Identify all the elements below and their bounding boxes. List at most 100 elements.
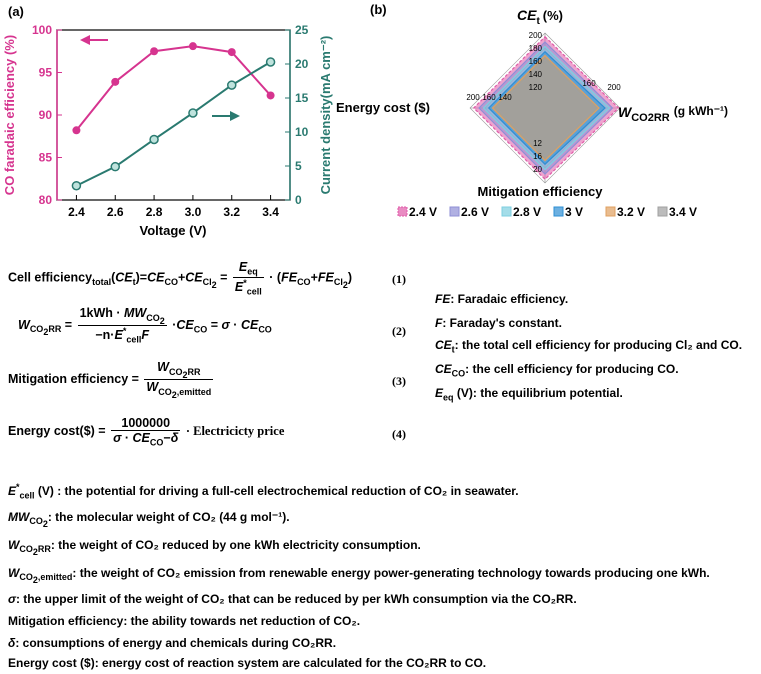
definition-e-eq: Eeq (V): the equilibrium potential. [435, 386, 623, 403]
x-tick-label: 2.8 [146, 205, 163, 219]
radar-top-tick: 160 [529, 57, 543, 66]
left-y-tick-label: 80 [39, 193, 53, 207]
right-axis-title: Current density(mA cm⁻²) [318, 36, 333, 195]
cd-point [110, 161, 120, 172]
left-axis-title: CO faradaic efficiency (%) [2, 35, 17, 195]
legend-label: 3.2 V [617, 205, 645, 219]
legend-label: 2.8 V [513, 205, 541, 219]
right-y-tick-label: 5 [295, 159, 302, 173]
radar-left-tick: 200 [466, 93, 480, 102]
eq2-number: (2) [392, 324, 406, 338]
radar-left-axis-title: Energy cost ($) [336, 100, 430, 115]
radar-left-tick: 160 [482, 93, 496, 102]
radar-right-tick: 200 [607, 83, 621, 92]
legend-label: 3 V [565, 205, 583, 219]
legend-swatch [605, 206, 616, 217]
definition-fe: FE: Faradaic efficiency. [435, 292, 569, 306]
radar-right-tick: 160 [582, 79, 596, 88]
legend-swatch [501, 206, 512, 217]
note-e-cell: E*cell (V) : the potential for driving a… [8, 482, 519, 501]
note-mitigation: Mitigation efficiency: the ability towar… [8, 614, 361, 628]
fe-point [266, 91, 275, 100]
radar-series-34V [496, 59, 596, 157]
definition-f: F: Faraday's constant. [435, 316, 562, 330]
eq4-frac-num: 1000000 [111, 416, 181, 431]
left-y-tick-label: 100 [32, 23, 52, 37]
right-y-tick-label: 0 [295, 193, 302, 207]
eq1-number: (1) [392, 272, 406, 286]
radar-right-axis-sym: W [618, 104, 633, 120]
right-y-tick-label: 25 [295, 23, 309, 37]
legend-swatch [553, 206, 564, 217]
eq3-lhs: Mitigation efficiency = [8, 372, 139, 387]
radar-right-axis-unit: (g kWh⁻¹) [674, 104, 728, 118]
plot-frame [56, 29, 291, 201]
definition-ce-co: CECO: the cell efficiency for producing … [435, 362, 679, 379]
cd-point [265, 57, 276, 67]
x-tick-label: 3.4 [262, 205, 279, 219]
equation-1: Cell efficiencytotal(CEt)=CECO+CECl2 = E… [8, 260, 353, 297]
legend-swatch [397, 206, 408, 217]
legend-label: 2.4 V [409, 205, 437, 219]
eq1-lhs: Cell efficiency [8, 270, 93, 285]
right-y-tick-label: 15 [295, 91, 309, 105]
cd-point [188, 108, 198, 118]
note-delta: δ: consumptions of energy and chemicals … [8, 636, 337, 650]
radar-top-axis-sym: CE [517, 7, 537, 23]
definition-ce-t: CEt: the total cell efficiency for produ… [435, 338, 743, 355]
right-y-tick-label: 10 [295, 125, 309, 139]
x-tick-label: 2.4 [68, 205, 85, 219]
fe-point [150, 47, 159, 56]
legend-swatch [449, 206, 460, 217]
radar-top-tick: 180 [529, 44, 543, 53]
panel-a-label: (a) [8, 4, 24, 19]
radar-top-axis-sub: t [536, 16, 540, 27]
legend-label: 3.4 V [669, 205, 697, 219]
equation-4: Energy cost($) = 1000000 σ · CECO−δ · Ele… [8, 416, 285, 448]
left-y-tick-label: 95 [39, 66, 53, 80]
radar-top-axis-title: CEt (%) [517, 7, 563, 27]
note-mw: MWCO2: the molecular weight of CO₂ (44 g… [8, 510, 290, 530]
cd-point [149, 134, 159, 145]
fe-point [72, 126, 81, 135]
eq4-tail: · Electricicty price [185, 424, 285, 439]
note-energy-cost: Energy cost ($): energy cost of reaction… [8, 656, 487, 670]
fe-series-line [75, 45, 272, 131]
fe-point [227, 48, 236, 57]
radar-bottom-tick: 20 [533, 165, 542, 174]
panel-b-label: (b) [370, 2, 387, 17]
radar-bottom-tick: 16 [533, 152, 542, 161]
right-axis-arrow [212, 111, 240, 121]
panel-a-chart: 2.4 2.6 2.8 3.0 3.2 3.4808590951000510152025 … [2, 23, 333, 238]
left-y-tick-label: 90 [39, 108, 53, 122]
left-y-tick-label: 85 [39, 151, 53, 165]
equation-3: Mitigation efficiency = WCO2RR WCO2,emitt… [8, 360, 214, 400]
fe-point [111, 77, 120, 86]
radar-left-tick: 140 [498, 93, 512, 102]
right-y-tick-label: 20 [295, 57, 309, 71]
x-tick-label: 2.6 [107, 205, 124, 219]
note-sigma: σ: the upper limit of the weight of CO₂ … [8, 592, 577, 606]
eq4-number: (4) [392, 427, 406, 441]
x-tick-label: 3.0 [185, 205, 202, 219]
cd-point [71, 180, 82, 191]
cd-point [227, 80, 237, 90]
eq3-number: (3) [392, 374, 406, 388]
eq4-lhs: Energy cost($) = [8, 424, 106, 439]
radar-right-axis-title: WCO2RR (g kWh⁻¹) [618, 104, 728, 124]
radar-top-tick: 200 [529, 31, 543, 40]
legend-swatch [657, 206, 668, 217]
fe-point [188, 42, 197, 51]
radar-top-tick: 120 [529, 83, 543, 92]
radar-top-tick: 140 [529, 70, 543, 79]
legend-label: 2.6 V [461, 205, 489, 219]
radar-right-axis-sub: CO2RR [631, 112, 670, 124]
radar-bottom-axis-title: Mitigation efficiency [478, 184, 604, 199]
note-w-emitted: WCO2,emitted: the weight of CO₂ emission… [8, 566, 710, 586]
left-axis-arrow [80, 35, 108, 45]
x-axis-title: Voltage (V) [140, 223, 207, 238]
radar-bottom-tick: 12 [533, 139, 542, 148]
eq1-lhs-sub: total [92, 276, 112, 287]
radar-top-axis-unit: (%) [543, 8, 563, 23]
